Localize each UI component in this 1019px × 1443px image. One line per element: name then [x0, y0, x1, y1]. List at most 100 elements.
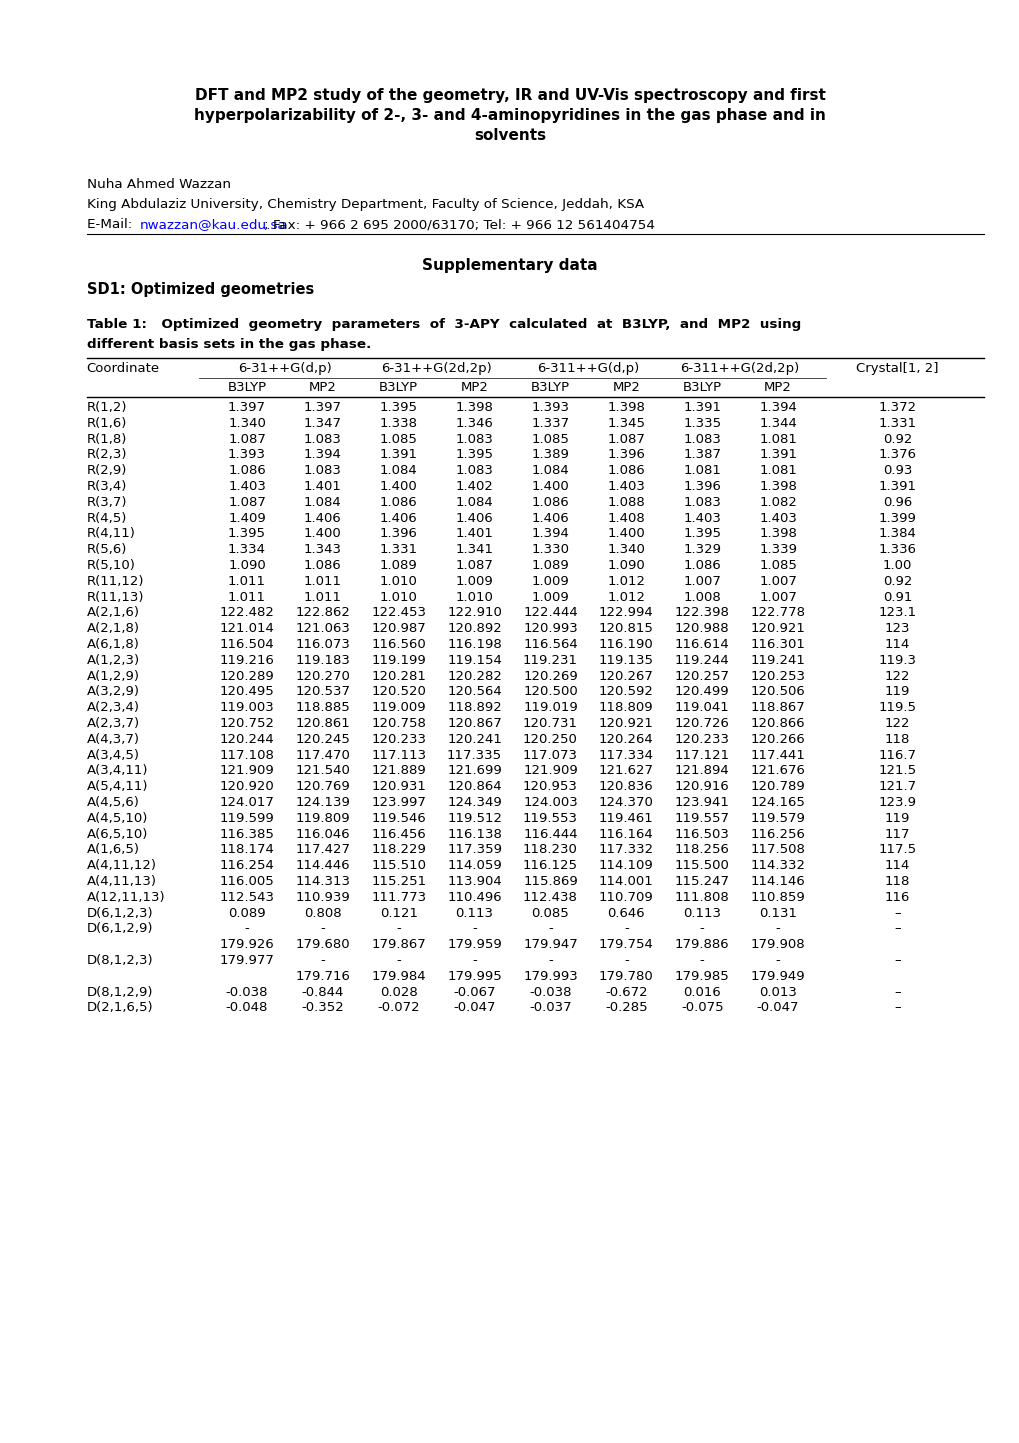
Text: Nuha Ahmed Wazzan: Nuha Ahmed Wazzan [87, 177, 230, 190]
Text: 1.009: 1.009 [455, 574, 493, 587]
Text: 120.789: 120.789 [750, 781, 805, 794]
Text: 123: 123 [884, 622, 910, 635]
Text: 120.269: 120.269 [523, 670, 578, 683]
Text: 117.121: 117.121 [674, 749, 729, 762]
Text: 0.016: 0.016 [683, 986, 720, 999]
Text: 121.627: 121.627 [598, 765, 653, 778]
Text: 120.953: 120.953 [523, 781, 578, 794]
Text: R(4,5): R(4,5) [87, 512, 127, 525]
Text: 118.230: 118.230 [523, 843, 578, 856]
Text: D(6,1,2,3): D(6,1,2,3) [87, 906, 153, 919]
Text: A(2,1,6): A(2,1,6) [87, 606, 140, 619]
Text: 123.1: 123.1 [877, 606, 916, 619]
Text: 1.083: 1.083 [304, 465, 341, 478]
Text: 1.090: 1.090 [228, 558, 266, 571]
Text: 1.087: 1.087 [228, 496, 266, 509]
Text: -: - [624, 922, 628, 935]
Text: 179.780: 179.780 [598, 970, 653, 983]
Text: R(2,9): R(2,9) [87, 465, 127, 478]
Text: R(1,6): R(1,6) [87, 417, 127, 430]
Text: 120.266: 120.266 [750, 733, 805, 746]
Text: -0.844: -0.844 [302, 986, 343, 999]
Text: 114.146: 114.146 [750, 874, 805, 887]
Text: 1.011: 1.011 [304, 590, 341, 603]
Text: 1.007: 1.007 [758, 574, 796, 587]
Text: 1.086: 1.086 [531, 496, 569, 509]
Text: 1.395: 1.395 [455, 449, 493, 462]
Text: nwazzan@kau.edu.sa: nwazzan@kau.edu.sa [140, 218, 286, 231]
Text: 117.359: 117.359 [446, 843, 501, 856]
Text: 1.398: 1.398 [606, 401, 645, 414]
Text: 118.867: 118.867 [750, 701, 805, 714]
Text: B3LYP: B3LYP [379, 381, 418, 394]
Text: -: - [472, 954, 477, 967]
Text: -0.038: -0.038 [225, 986, 268, 999]
Text: 1.086: 1.086 [228, 465, 266, 478]
Text: 118.256: 118.256 [675, 843, 729, 856]
Text: A(4,3,7): A(4,3,7) [87, 733, 140, 746]
Text: 122: 122 [884, 717, 910, 730]
Text: R(2,3): R(2,3) [87, 449, 127, 462]
Text: 1.083: 1.083 [455, 433, 493, 446]
Text: 1.086: 1.086 [683, 558, 720, 571]
Text: 114.332: 114.332 [750, 859, 805, 872]
Text: 121.5: 121.5 [877, 765, 916, 778]
Text: 121.889: 121.889 [371, 765, 426, 778]
Text: 1.401: 1.401 [304, 481, 341, 494]
Text: 120.987: 120.987 [371, 622, 426, 635]
Text: 1.084: 1.084 [455, 496, 493, 509]
Text: 1.089: 1.089 [531, 558, 569, 571]
Text: 117.334: 117.334 [598, 749, 653, 762]
Text: –: – [894, 986, 900, 999]
Text: E-Mail:: E-Mail: [87, 218, 137, 231]
Text: R(5,6): R(5,6) [87, 543, 127, 556]
Text: 0.93: 0.93 [882, 465, 911, 478]
Text: 1.393: 1.393 [228, 449, 266, 462]
Text: 1.083: 1.083 [683, 433, 720, 446]
Text: 0.113: 0.113 [683, 906, 720, 919]
Text: 119.216: 119.216 [219, 654, 274, 667]
Text: 6-31++G(d,p): 6-31++G(d,p) [237, 362, 331, 375]
Text: 1.391: 1.391 [379, 449, 418, 462]
Text: 122.453: 122.453 [371, 606, 426, 619]
Text: 118.229: 118.229 [371, 843, 426, 856]
Text: 120.250: 120.250 [523, 733, 578, 746]
Text: 1.406: 1.406 [531, 512, 569, 525]
Text: 110.859: 110.859 [750, 890, 805, 903]
Text: 113.904: 113.904 [446, 874, 501, 887]
Text: 119.241: 119.241 [750, 654, 805, 667]
Text: 120.931: 120.931 [371, 781, 426, 794]
Text: R(11,13): R(11,13) [87, 590, 144, 603]
Text: 119.009: 119.009 [371, 701, 426, 714]
Text: Table 1:: Table 1: [87, 317, 147, 330]
Text: 120.731: 120.731 [523, 717, 578, 730]
Text: 119.183: 119.183 [296, 654, 350, 667]
Text: 116.190: 116.190 [598, 638, 653, 651]
Text: A(4,5,10): A(4,5,10) [87, 812, 148, 825]
Text: King Abdulaziz University, Chemistry Department, Faculty of Science, Jeddah, KSA: King Abdulaziz University, Chemistry Dep… [87, 198, 643, 211]
Text: 116.256: 116.256 [750, 828, 805, 841]
Text: 114.001: 114.001 [598, 874, 653, 887]
Text: 1.007: 1.007 [683, 574, 720, 587]
Text: 1.090: 1.090 [607, 558, 645, 571]
Text: -0.037: -0.037 [529, 1001, 572, 1014]
Text: Coordinate: Coordinate [87, 362, 160, 375]
Text: A(12,11,13): A(12,11,13) [87, 890, 165, 903]
Text: 116.005: 116.005 [219, 874, 274, 887]
Text: –: – [894, 1001, 900, 1014]
Text: -: - [320, 922, 325, 935]
Text: 1.346: 1.346 [455, 417, 493, 430]
Text: 1.334: 1.334 [228, 543, 266, 556]
Text: 1.007: 1.007 [758, 590, 796, 603]
Text: Optimized  geometry  parameters  of  3-APY  calculated  at  B3LYP,  and  MP2  us: Optimized geometry parameters of 3-APY c… [152, 317, 801, 330]
Text: A(1,6,5): A(1,6,5) [87, 843, 140, 856]
Text: -0.048: -0.048 [225, 1001, 268, 1014]
Text: 117.470: 117.470 [296, 749, 350, 762]
Text: A(4,11,12): A(4,11,12) [87, 859, 157, 872]
Text: 118: 118 [884, 874, 909, 887]
Text: -: - [624, 954, 628, 967]
Text: 117.508: 117.508 [750, 843, 805, 856]
Text: 120.867: 120.867 [446, 717, 501, 730]
Text: 1.398: 1.398 [758, 527, 796, 540]
Text: 120.752: 120.752 [219, 717, 274, 730]
